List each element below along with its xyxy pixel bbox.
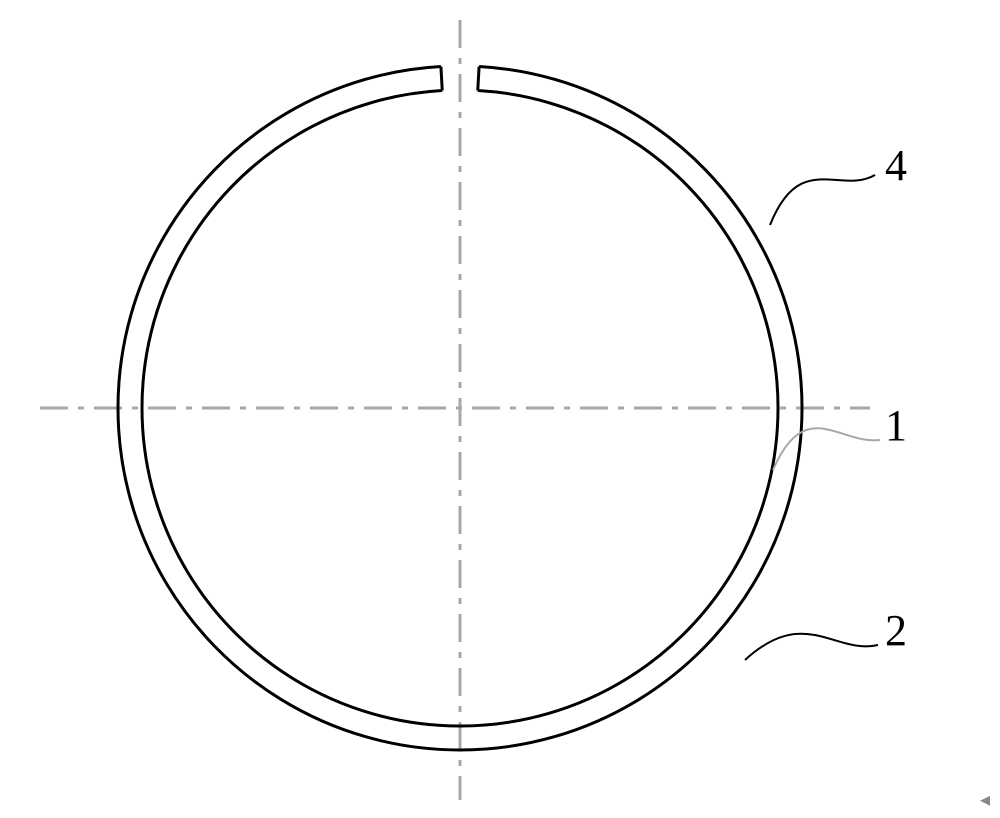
callout-2-label: 2 xyxy=(885,605,907,656)
callout-2-leader xyxy=(745,634,878,660)
callout-4-label: 4 xyxy=(885,140,907,191)
ring-gap-cap-right xyxy=(478,67,479,91)
diagram-svg xyxy=(0,0,1000,818)
footer-mark: ◂ xyxy=(980,787,990,812)
callout-1-leader xyxy=(773,428,880,470)
callout-4-leader xyxy=(770,175,875,225)
callout-1-label: 1 xyxy=(885,400,907,451)
diagram-canvas: 4 1 2 ◂ xyxy=(0,0,1000,818)
ring-gap-cap-left xyxy=(441,67,442,91)
